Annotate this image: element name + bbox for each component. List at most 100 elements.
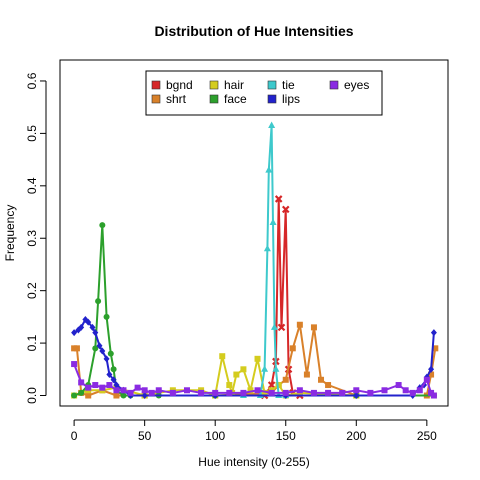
legend-label-lips: lips <box>282 92 300 106</box>
y-tick-label: 0.5 <box>25 125 39 142</box>
data-point-eyes <box>353 387 360 394</box>
data-point-lips <box>430 329 437 337</box>
data-point-eyes <box>226 389 233 396</box>
data-point-shrt <box>282 376 289 383</box>
legend-swatch-shrt <box>151 94 161 104</box>
data-point-eyes <box>240 389 247 396</box>
data-point-eyes <box>169 389 176 396</box>
data-point-lips <box>78 323 85 331</box>
x-tick-label: 150 <box>276 429 296 443</box>
data-point-eyes <box>99 384 106 391</box>
data-point-eyes <box>134 384 141 391</box>
data-point-bgnd <box>277 323 286 332</box>
data-point-eyes <box>127 389 134 396</box>
data-point-face <box>78 389 85 396</box>
data-point-eyes <box>78 379 85 386</box>
legend-label-face: face <box>224 92 247 106</box>
data-point-tie <box>269 218 277 226</box>
data-point-eyes <box>113 387 120 394</box>
data-point-eyes <box>212 389 219 396</box>
data-point-shrt <box>113 392 120 399</box>
data-point-face <box>107 350 114 357</box>
data-point-shrt <box>318 376 325 383</box>
y-axis-label: Frequency <box>3 205 17 262</box>
data-point-lips <box>113 381 120 389</box>
x-tick-label: 50 <box>138 429 152 443</box>
y-tick-label: 0.3 <box>25 230 39 247</box>
data-point-eyes <box>409 389 416 396</box>
legend-swatch-tie <box>267 80 277 90</box>
chart-title: Distribution of Hue Intensities <box>154 23 353 39</box>
x-tick-label: 250 <box>417 429 437 443</box>
data-point-eyes <box>339 389 346 396</box>
data-point-eyes <box>296 387 303 394</box>
data-point-shrt <box>325 382 332 389</box>
x-tick-label: 0 <box>71 429 78 443</box>
data-point-eyes <box>148 389 155 396</box>
data-point-shrt <box>310 324 317 331</box>
data-point-eyes <box>268 389 275 396</box>
y-tick-label: 0.4 <box>25 177 39 194</box>
data-point-shrt <box>85 392 92 399</box>
data-point-hair <box>254 355 261 362</box>
data-point-face <box>110 366 117 373</box>
data-point-bgnd <box>274 195 283 203</box>
data-point-eyes <box>120 387 127 394</box>
data-point-face <box>92 345 99 352</box>
series-lips <box>71 316 437 400</box>
data-point-tie <box>272 365 280 372</box>
data-point-lips <box>99 347 106 355</box>
x-tick-label: 100 <box>205 429 225 443</box>
data-point-tie <box>268 121 276 129</box>
data-point-lips <box>428 365 435 373</box>
legend-label-eyes: eyes <box>344 78 369 92</box>
y-tick-label: 0.1 <box>25 334 39 351</box>
data-point-bgnd <box>267 381 276 389</box>
data-point-face <box>103 313 110 320</box>
data-point-lips <box>110 376 117 384</box>
data-point-lips <box>89 323 96 331</box>
data-point-eyes <box>141 387 148 394</box>
data-point-hair <box>226 382 233 389</box>
data-point-lips <box>106 371 113 379</box>
data-point-shrt <box>289 345 296 352</box>
data-point-shrt <box>432 345 439 352</box>
data-point-lips <box>353 392 360 400</box>
data-point-hair <box>240 366 247 373</box>
series-eyes <box>71 361 437 399</box>
data-point-lips <box>71 329 78 337</box>
data-point-face <box>120 392 127 399</box>
data-point-shrt <box>303 371 310 378</box>
data-point-lips <box>103 355 110 363</box>
data-point-eyes <box>416 387 423 394</box>
x-axis-label: Hue intensity (0-255) <box>198 455 309 469</box>
legend-swatch-lips <box>267 94 277 104</box>
legend-label-tie: tie <box>282 78 295 92</box>
legend-swatch-hair <box>209 80 219 90</box>
data-point-eyes <box>254 387 261 394</box>
x-tick-label: 200 <box>346 429 366 443</box>
data-point-face <box>71 392 78 399</box>
data-point-eyes <box>325 389 332 396</box>
data-point-lips <box>92 329 99 337</box>
data-point-eyes <box>430 392 437 399</box>
plot-series <box>71 121 439 400</box>
data-point-hair <box>275 382 282 389</box>
data-point-eyes <box>367 389 374 396</box>
data-point-face <box>95 298 102 305</box>
series-line-face <box>73 224 434 397</box>
data-point-hair <box>261 389 268 396</box>
data-point-eyes <box>85 384 92 391</box>
data-point-eyes <box>395 382 402 389</box>
data-point-eyes <box>71 361 78 368</box>
legend-label-shrt: shrt <box>166 92 187 106</box>
data-point-eyes <box>310 389 317 396</box>
y-tick-label: 0.2 <box>25 282 39 299</box>
data-point-eyes <box>381 387 388 394</box>
data-point-tie <box>270 323 278 330</box>
data-point-lips <box>141 392 148 400</box>
y-tick-label: 0.0 <box>25 387 39 404</box>
data-point-eyes <box>183 387 190 394</box>
series-line-bgnd <box>263 197 301 397</box>
